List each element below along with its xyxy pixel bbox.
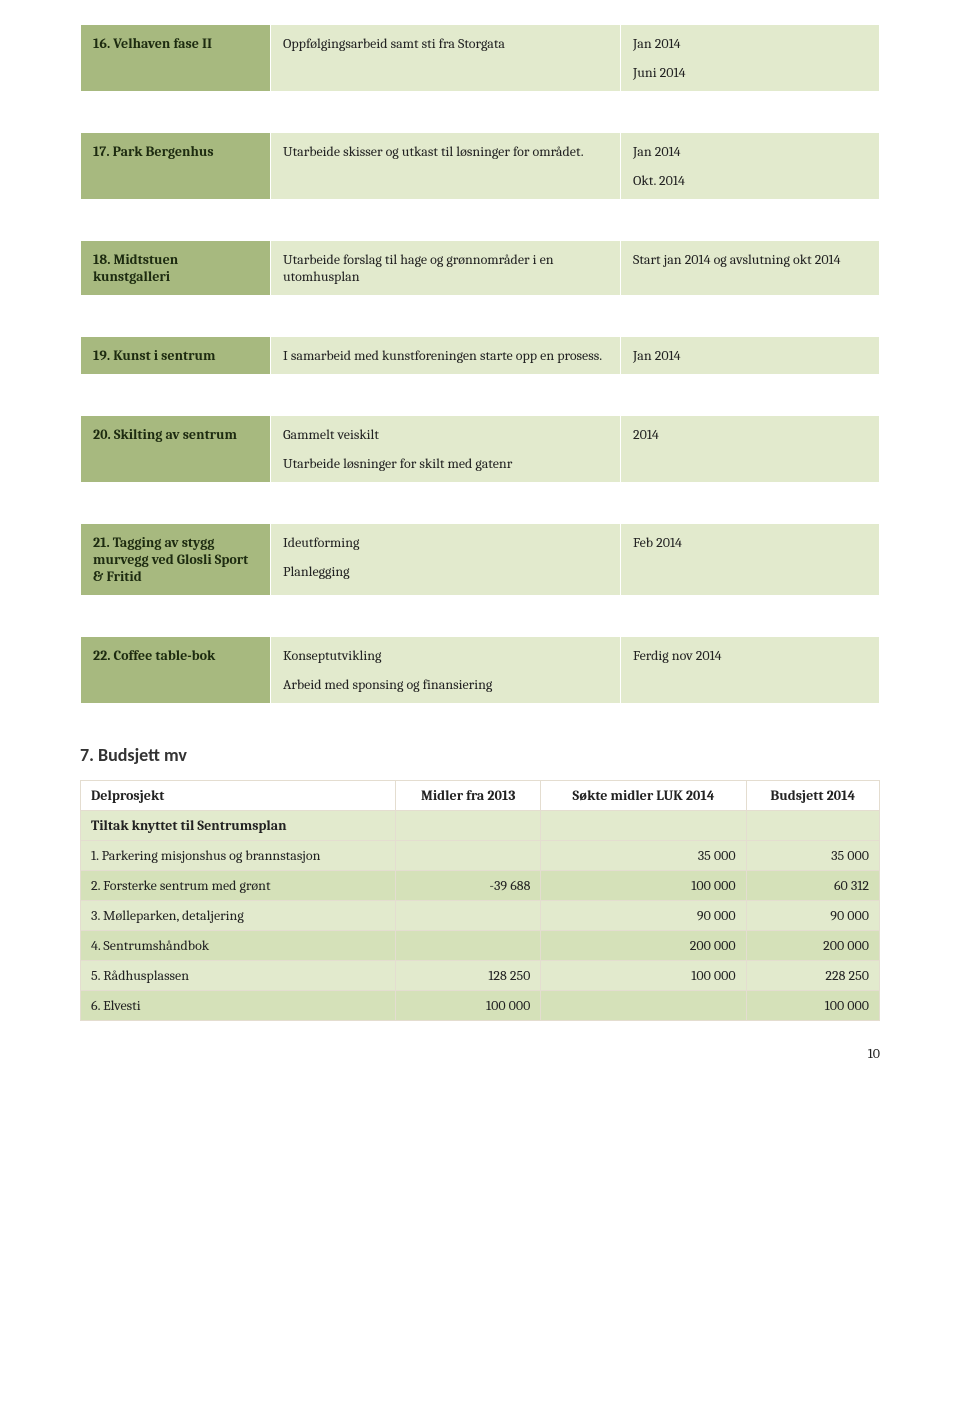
section-desc-cell: Utarbeide skisser og utkast til løsninge… bbox=[271, 133, 621, 200]
section-table: 19. Kunst i sentrum I samarbeid med kunst… bbox=[80, 336, 880, 375]
budget-cell: 90 000 bbox=[541, 901, 746, 931]
budget-row: 1. Parkering misjonshus og brannstasjon 3… bbox=[81, 841, 880, 871]
section-title-cell: 22. Coffee table-bok bbox=[81, 637, 271, 704]
budget-col-0: Delprosjekt bbox=[81, 781, 396, 811]
section-date-line: Jan 2014 bbox=[633, 347, 867, 364]
section-title-cell: 21. Tagging av stygg murvegg ved Glosli … bbox=[81, 524, 271, 596]
section-desc-line: Arbeid med sponsing og finansiering bbox=[283, 676, 608, 693]
section-table: 22. Coffee table-bok Konseptutvikling Arbe… bbox=[80, 636, 880, 704]
budget-header-row: Delprosjekt Midler fra 2013 Søkte midler… bbox=[81, 781, 880, 811]
budget-row: 6. Elvesti100 000100 000 bbox=[81, 991, 880, 1021]
section-date-line: Okt. 2014 bbox=[633, 172, 867, 189]
budget-row: 3. Mølleparken, detaljering 90 00090 000 bbox=[81, 901, 880, 931]
section-table: 18. Midtstuen kunstgalleri Utarbeide fors… bbox=[80, 240, 880, 296]
section-desc-line: Oppfølgingsarbeid samt sti fra Storgata bbox=[283, 35, 608, 52]
budget-cell bbox=[396, 931, 541, 961]
section-date-cell: 2014 bbox=[621, 416, 880, 483]
section-date-cell: Jan 2014 Okt. 2014 bbox=[621, 133, 880, 200]
section-date-cell: Jan 2014 Juni 2014 bbox=[621, 25, 880, 92]
section-date-cell: Ferdig nov 2014 bbox=[621, 637, 880, 704]
section-desc-line: Utarbeide forslag til hage og grønnområd… bbox=[283, 251, 608, 285]
section-table: 16. Velhaven fase II Oppfølgingsarbeid sa… bbox=[80, 24, 880, 92]
section-date-cell: Feb 2014 bbox=[621, 524, 880, 596]
section-date-cell: Start jan 2014 og avslutning okt 2014 bbox=[621, 241, 880, 296]
section-table: 21. Tagging av stygg murvegg ved Glosli … bbox=[80, 523, 880, 596]
section-title-cell: 17. Park Bergenhus bbox=[81, 133, 271, 200]
section-date-line: Juni 2014 bbox=[633, 64, 867, 81]
budget-cell: 35 000 bbox=[746, 841, 879, 871]
section-title-cell: 18. Midtstuen kunstgalleri bbox=[81, 241, 271, 296]
section-date-line: Jan 2014 bbox=[633, 143, 867, 160]
section-table: 17. Park Bergenhus Utarbeide skisser og u… bbox=[80, 132, 880, 200]
section-desc-cell: Utarbeide forslag til hage og grønnområd… bbox=[271, 241, 621, 296]
budget-row-label: 3. Mølleparken, detaljering bbox=[81, 901, 396, 931]
budget-cell: 200 000 bbox=[541, 931, 746, 961]
section-desc-cell: I samarbeid med kunstforeningen starte o… bbox=[271, 337, 621, 375]
section-desc-cell: Oppfølgingsarbeid samt sti fra Storgata bbox=[271, 25, 621, 92]
section-table: 20. Skilting av sentrum Gammelt veiskilt U… bbox=[80, 415, 880, 483]
section-date-cell: Jan 2014 bbox=[621, 337, 880, 375]
budget-row-label: 2. Forsterke sentrum med grønt bbox=[81, 871, 396, 901]
budget-cell: 90 000 bbox=[746, 901, 879, 931]
budget-row-label: 1. Parkering misjonshus og brannstasjon bbox=[81, 841, 396, 871]
budget-cell bbox=[396, 841, 541, 871]
budget-cell bbox=[541, 991, 746, 1021]
budget-heading: 7. Budsjett mv bbox=[80, 744, 880, 766]
budget-cell: 100 000 bbox=[396, 991, 541, 1021]
section-date-line: Ferdig nov 2014 bbox=[633, 647, 867, 664]
budget-row: 5. Rådhusplassen128 250100 000228 250 bbox=[81, 961, 880, 991]
section-title-cell: 20. Skilting av sentrum bbox=[81, 416, 271, 483]
section-desc-line: I samarbeid med kunstforeningen starte o… bbox=[283, 347, 608, 364]
budget-cell: 60 312 bbox=[746, 871, 879, 901]
section-desc-cell: Gammelt veiskilt Utarbeide løsninger for … bbox=[271, 416, 621, 483]
section-desc-line: Utarbeide skisser og utkast til løsninge… bbox=[283, 143, 608, 160]
section-date-line: Feb 2014 bbox=[633, 534, 867, 551]
page-number: 10 bbox=[80, 1045, 880, 1062]
budget-cell bbox=[396, 901, 541, 931]
budget-row-label: 5. Rådhusplassen bbox=[81, 961, 396, 991]
budget-col-1: Midler fra 2013 bbox=[396, 781, 541, 811]
section-desc-cell: Konseptutvikling Arbeid med sponsing og f… bbox=[271, 637, 621, 704]
budget-cell: -39 688 bbox=[396, 871, 541, 901]
section-date-line: Start jan 2014 og avslutning okt 2014 bbox=[633, 251, 867, 268]
section-desc-line: Ideutforming bbox=[283, 534, 608, 551]
budget-cell: 35 000 bbox=[541, 841, 746, 871]
section-desc-cell: Ideutforming Planlegging bbox=[271, 524, 621, 596]
budget-cell: 128 250 bbox=[396, 961, 541, 991]
budget-col-3: Budsjett 2014 bbox=[746, 781, 879, 811]
section-desc-line: Gammelt veiskilt bbox=[283, 426, 608, 443]
budget-row: 2. Forsterke sentrum med grønt-39 688100… bbox=[81, 871, 880, 901]
budget-cell: 100 000 bbox=[541, 871, 746, 901]
budget-col-2: Søkte midler LUK 2014 bbox=[541, 781, 746, 811]
budget-group-label: Tiltak knyttet til Sentrumsplan bbox=[81, 811, 396, 841]
section-title-cell: 16. Velhaven fase II bbox=[81, 25, 271, 92]
budget-group-row: Tiltak knyttet til Sentrumsplan bbox=[81, 811, 880, 841]
section-date-line: 2014 bbox=[633, 426, 867, 443]
budget-table: Delprosjekt Midler fra 2013 Søkte midler… bbox=[80, 780, 880, 1021]
section-date-line: Jan 2014 bbox=[633, 35, 867, 52]
budget-cell: 200 000 bbox=[746, 931, 879, 961]
budget-row-label: 4. Sentrumshåndbok bbox=[81, 931, 396, 961]
section-title-cell: 19. Kunst i sentrum bbox=[81, 337, 271, 375]
budget-row: 4. Sentrumshåndbok 200 000200 000 bbox=[81, 931, 880, 961]
budget-cell: 100 000 bbox=[746, 991, 879, 1021]
budget-cell: 228 250 bbox=[746, 961, 879, 991]
budget-row-label: 6. Elvesti bbox=[81, 991, 396, 1021]
section-desc-line: Utarbeide løsninger for skilt med gatenr bbox=[283, 455, 608, 472]
budget-cell: 100 000 bbox=[541, 961, 746, 991]
section-desc-line: Konseptutvikling bbox=[283, 647, 608, 664]
section-desc-line: Planlegging bbox=[283, 563, 608, 580]
